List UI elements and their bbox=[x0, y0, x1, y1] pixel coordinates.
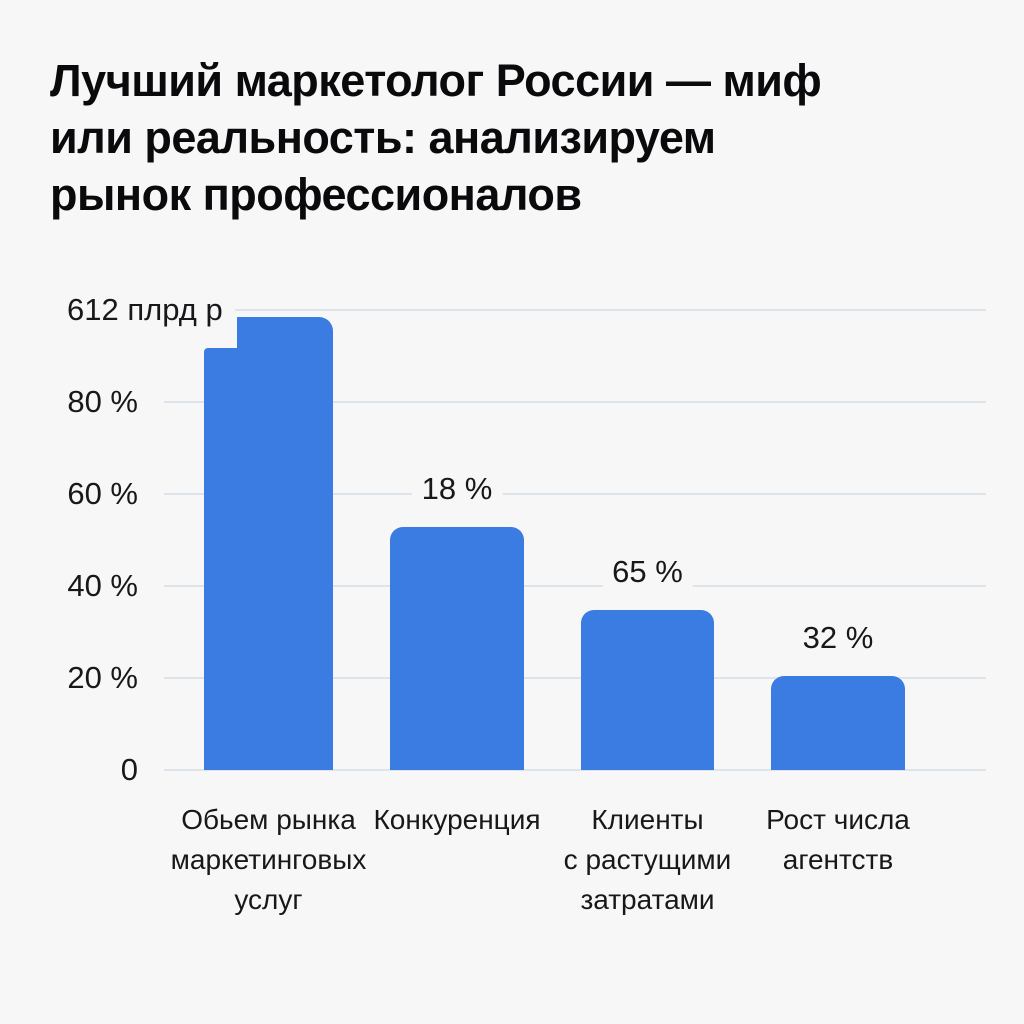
y-tick-label-80: 80 % bbox=[67, 384, 138, 419]
category-label-1-line-1: Обьем рынка bbox=[181, 804, 356, 835]
y-tick-label-0: 0 bbox=[120, 752, 138, 787]
chart-title-line-1: Лучший маркетолог России — миф bbox=[50, 55, 822, 106]
bar-value-label-4: 32 % bbox=[792, 619, 884, 658]
y-tick-label-40: 40 % bbox=[67, 568, 138, 603]
bar-value-label-3: 65 % bbox=[602, 552, 693, 591]
bar-3 bbox=[581, 609, 714, 770]
y-tick-label-100: 612 плрд р bbox=[67, 292, 229, 328]
gridline-20 bbox=[164, 677, 986, 679]
category-label-3-line-2: с растущими bbox=[563, 844, 732, 875]
y-tick-label-60: 60 % bbox=[67, 476, 138, 511]
y-tick-label-20: 20 % bbox=[67, 660, 138, 695]
category-label-4-line-1: Рост числа bbox=[766, 804, 910, 835]
category-label-1-line-2: маркетинговых bbox=[170, 844, 367, 875]
chart-title: Лучший маркетолог России — миф или реаль… bbox=[50, 52, 950, 223]
chart-title-line-3: рынок профессионалов bbox=[50, 169, 582, 220]
category-label-1: Обьем рынка маркетинговых услуг bbox=[129, 800, 409, 920]
bar-2 bbox=[390, 527, 524, 770]
category-label-3: Клиенты с растущими затратами bbox=[508, 800, 788, 920]
bar-value-label-2: 18 % bbox=[411, 470, 503, 509]
category-label-4-line-2: агентств bbox=[782, 844, 894, 875]
category-label-3-line-1: Клиенты bbox=[591, 804, 704, 835]
bar-4 bbox=[771, 676, 905, 770]
gridline-60 bbox=[164, 493, 986, 495]
gridline-0 bbox=[164, 769, 986, 771]
category-label-4: Рост числа агентств bbox=[698, 800, 978, 880]
category-label-2: Конкуренция bbox=[317, 800, 597, 840]
bar-1 bbox=[237, 316, 333, 770]
gridline-80 bbox=[164, 401, 986, 403]
category-label-2-line-1: Конкуренция bbox=[373, 804, 541, 835]
chart-title-line-2: или реальность: анализируем bbox=[50, 112, 716, 163]
gridline-100 bbox=[235, 309, 986, 311]
gridline-40 bbox=[164, 585, 986, 587]
category-label-3-line-3: затратами bbox=[580, 884, 715, 915]
category-label-1-line-3: услуг bbox=[234, 884, 303, 915]
bar-1-step-low bbox=[204, 348, 237, 770]
